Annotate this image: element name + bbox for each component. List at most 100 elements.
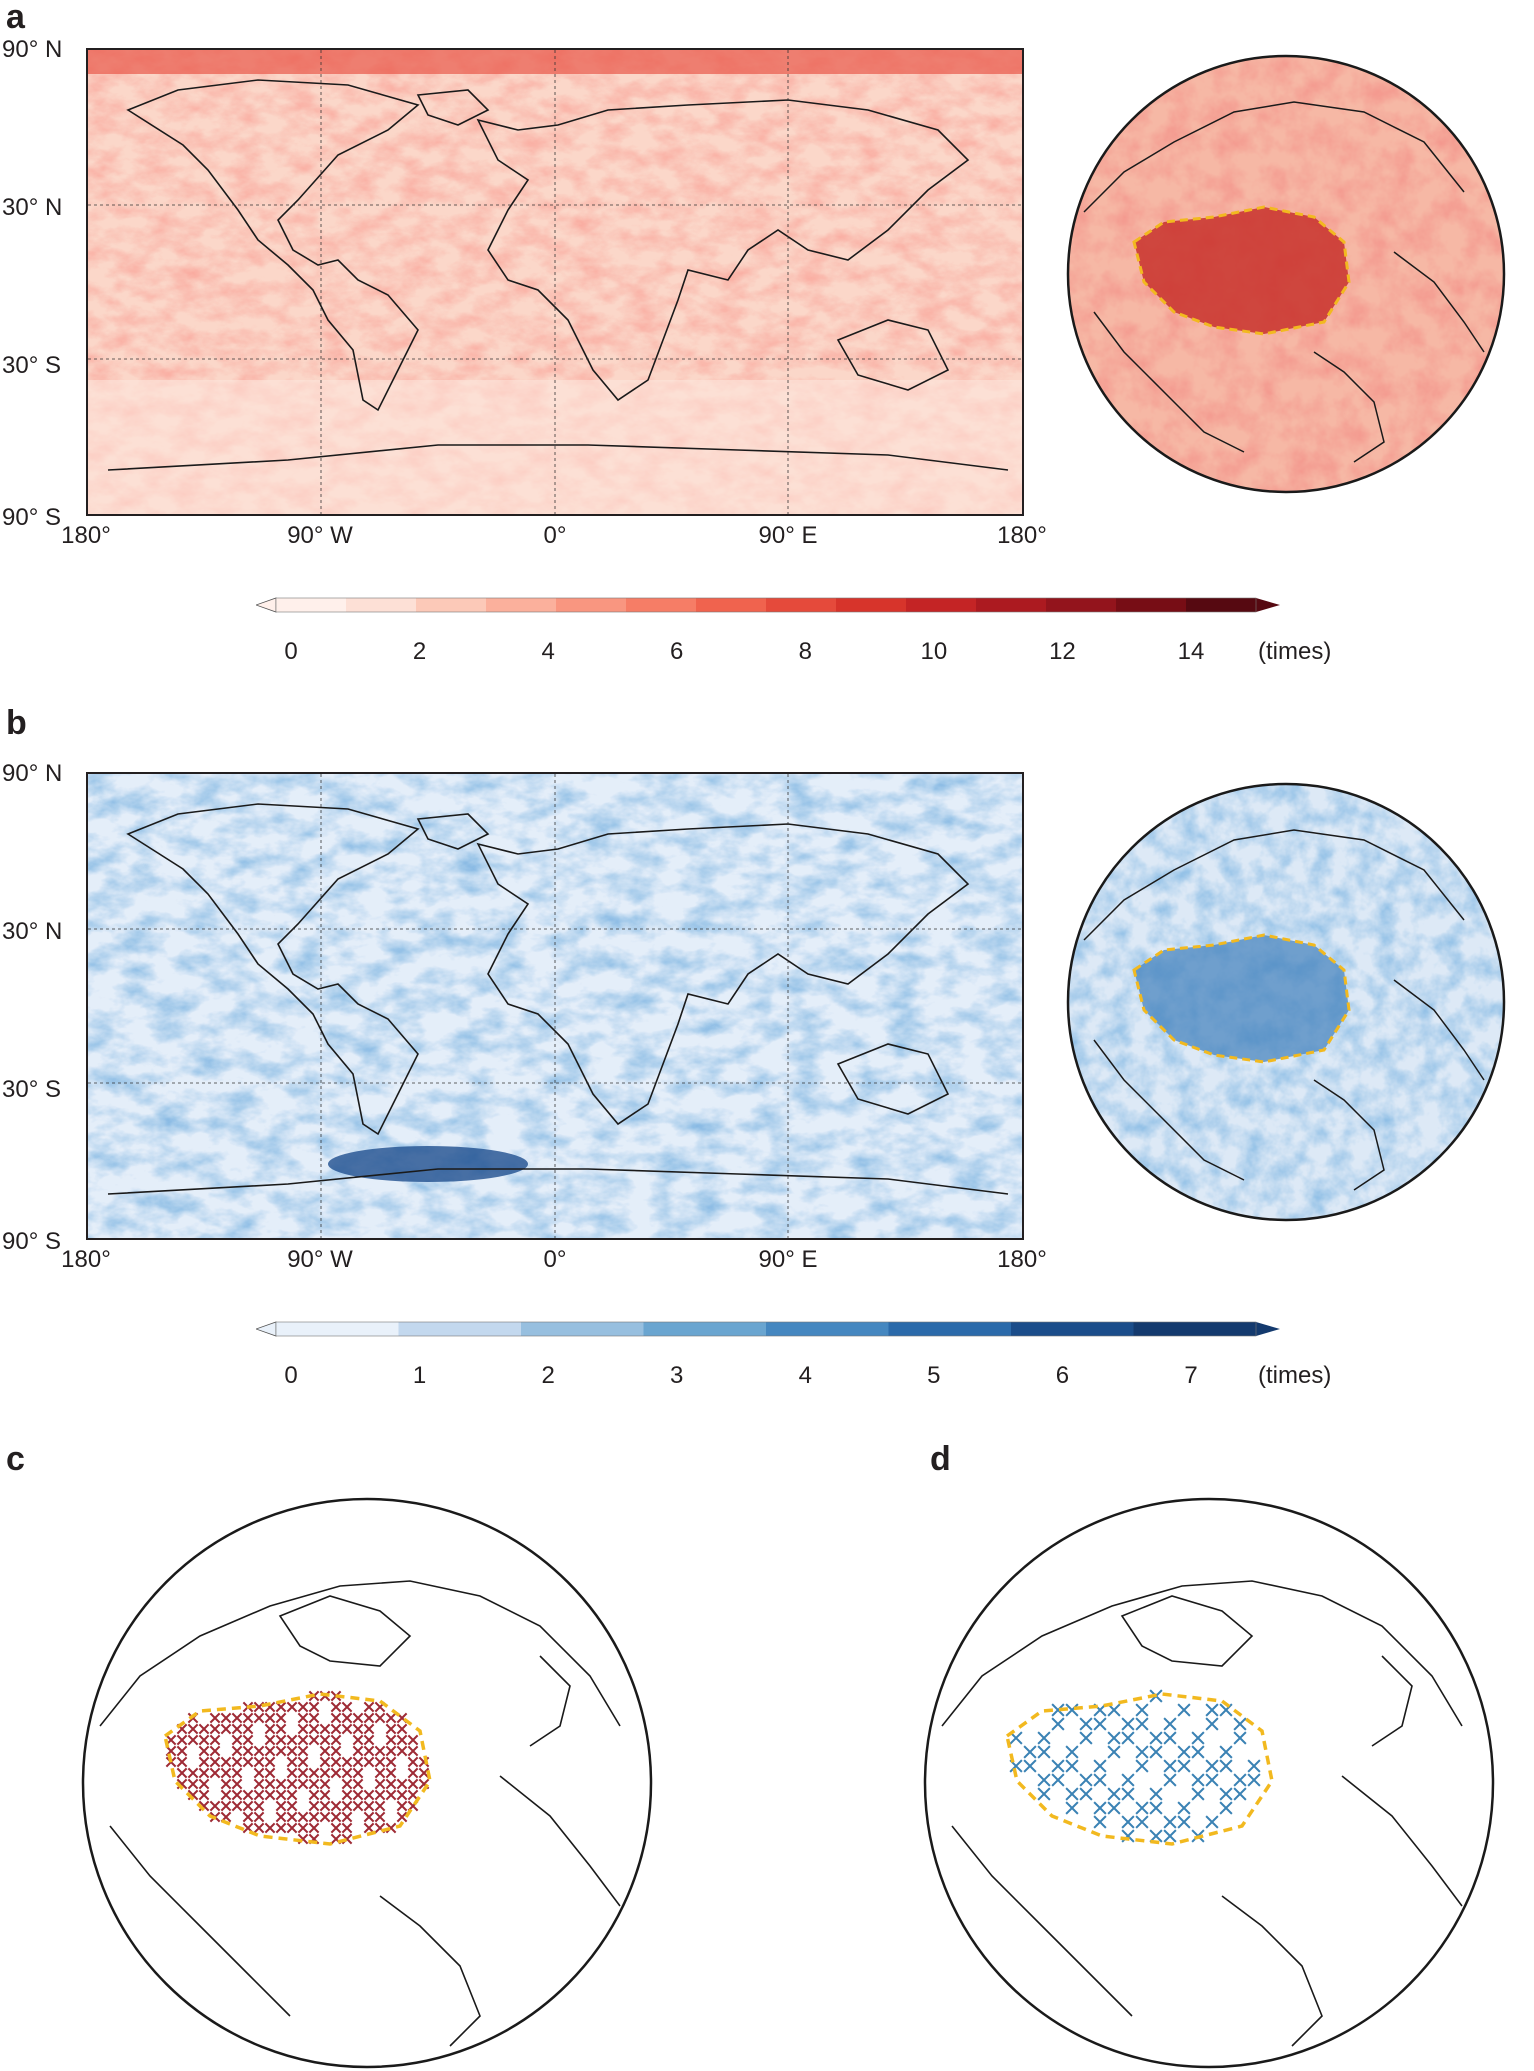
- panel-b-colorbar-bin: [276, 1322, 399, 1336]
- panel-c-significance-cross: [363, 1723, 375, 1735]
- panel-c-significance-cross: [341, 1811, 353, 1823]
- panel-b-coastlines: [107, 803, 1009, 1195]
- panel-c-significance-cross: [352, 1712, 364, 1724]
- panel-d-significance-cross: [1191, 1731, 1205, 1745]
- panel-c-significance-cross: [385, 1756, 397, 1768]
- panel-c-significance-cross: [363, 1822, 375, 1834]
- panel-d-significance-cross: [1149, 1731, 1163, 1745]
- panel-c-significance-cross: [407, 1789, 419, 1801]
- panel-d-significance-cross: [1079, 1787, 1093, 1801]
- panel-d-significance-cross: [1177, 1801, 1191, 1815]
- panel-d-significance-cross: [1191, 1787, 1205, 1801]
- panel-c-significance-cross: [308, 1701, 320, 1713]
- panel-c-significance-cross: [264, 1778, 276, 1790]
- panel-c-significance-cross: [275, 1778, 287, 1790]
- panel-c-significance-cross: [330, 1734, 342, 1746]
- panel-c-significance-cross: [209, 1745, 221, 1757]
- panel-d-significance-cross: [1163, 1829, 1177, 1843]
- panel-a-lon-0: 0°: [543, 522, 567, 549]
- panel-c-significance-cross: [385, 1712, 397, 1724]
- panel-c-significance-cross: [198, 1789, 210, 1801]
- panel-c-significance-cross: [396, 1811, 408, 1823]
- panel-d-significance-cross: [1219, 1745, 1233, 1759]
- panel-c-significance-cross: [407, 1756, 419, 1768]
- panel-d-significance-cross: [1163, 1773, 1177, 1787]
- panel-a-colorbar-bin: [836, 598, 907, 612]
- panel-a-colorbar-extend-min: [256, 597, 277, 613]
- panel-c-significance-cross: [264, 1789, 276, 1801]
- panel-c-significance-cross: [363, 1734, 375, 1746]
- panel-c-significance-cross: [308, 1822, 320, 1834]
- panel-c-significance-cross: [286, 1800, 298, 1812]
- panel-d-significance-cross: [1149, 1801, 1163, 1815]
- panel-c-significance-cross: [319, 1723, 331, 1735]
- panel-d-significance-cross: [1163, 1731, 1177, 1745]
- panel-d-significance-cross: [1163, 1717, 1177, 1731]
- panel-c-significance-cross: [286, 1701, 298, 1713]
- panel-a-colorbar-bin: [416, 598, 487, 612]
- panel-c-significance-cross: [407, 1778, 419, 1790]
- panel-c-significance-cross: [319, 1811, 331, 1823]
- panel-a-lat-90s: 90° S: [2, 504, 61, 531]
- panel-d-significance-cross: [1107, 1787, 1121, 1801]
- panel-b-colorbar-bin: [398, 1322, 522, 1336]
- panel-d-significance-cross: [1065, 1745, 1079, 1759]
- panel-c-significance-cross: [286, 1811, 298, 1823]
- panel-c-significance-cross: [363, 1789, 375, 1801]
- panel-c-significance-cross: [297, 1767, 309, 1779]
- panel-c-significance-cross: [275, 1789, 287, 1801]
- panel-a-colorbar-unit: (times): [1258, 638, 1332, 665]
- panel-d-letter: d: [930, 1440, 951, 1478]
- panel-a-colorbar-bin: [626, 598, 697, 612]
- panel-c-significance-cross: [330, 1745, 342, 1757]
- panel-c-significance-cross: [374, 1778, 386, 1790]
- panel-c-significance-cross: [363, 1756, 375, 1768]
- panel-d-significance-cross: [1219, 1801, 1233, 1815]
- panel-c-significance-cross: [352, 1756, 364, 1768]
- panel-c-significance-cross: [363, 1701, 375, 1713]
- panel-d-significance-cross: [1079, 1717, 1093, 1731]
- panel-c-significance-cross: [385, 1723, 397, 1735]
- panel-d-significance-cross: [1247, 1773, 1261, 1787]
- panel-d-significance-cross: [1121, 1815, 1135, 1829]
- panel-c-significance-cross: [319, 1734, 331, 1746]
- panel-c-significance-cross: [209, 1767, 221, 1779]
- panel-c-significance-cross: [209, 1756, 221, 1768]
- panel-c-significance-cross: [286, 1756, 298, 1768]
- panel-b-colorbar-bin: [643, 1322, 767, 1336]
- panel-c-significance-cross: [198, 1767, 210, 1779]
- panel-d-significance-cross: [1163, 1815, 1177, 1829]
- panel-c-significance-cross: [220, 1778, 232, 1790]
- panel-d-significance-cross: [1177, 1759, 1191, 1773]
- panel-c-significance-cross: [297, 1778, 309, 1790]
- panel-a-colorbar: [256, 597, 1280, 613]
- panel-c-significance-cross: [253, 1712, 265, 1724]
- panel-c-significance-cross: [253, 1745, 265, 1757]
- panel-d-significance-cross: [1065, 1759, 1079, 1773]
- panel-d-tp-outline: [1005, 1692, 1274, 1846]
- panel-c-significance-cross: [242, 1811, 254, 1823]
- panel-c-significance-cross: [242, 1712, 254, 1724]
- panel-d-significance-cross: [1233, 1787, 1247, 1801]
- panel-d-significance-cross: [1037, 1745, 1051, 1759]
- panel-c-significance-cross: [209, 1712, 221, 1724]
- panel-c-significance-cross: [253, 1767, 265, 1779]
- panel-d-significance-cross: [1079, 1731, 1093, 1745]
- panel-b-colorbar-bin: [766, 1322, 889, 1336]
- panel-c-significance-cross: [176, 1756, 188, 1768]
- panel-c-significance-cross: [341, 1767, 353, 1779]
- panel-c-significance-cross: [264, 1822, 276, 1834]
- panel-c-significance-cross: [198, 1723, 210, 1735]
- panel-c-significance-cross: [286, 1767, 298, 1779]
- panel-c-significance-cross: [242, 1745, 254, 1757]
- panel-d-significance-cross: [1163, 1759, 1177, 1773]
- panel-b-lat-90s: 90° S: [2, 1228, 61, 1255]
- panel-c-significance-cross: [374, 1756, 386, 1768]
- panel-d-significance-cross: [1051, 1773, 1065, 1787]
- panel-b-colorbar-bin: [1011, 1322, 1134, 1336]
- panel-c-significance-cross: [352, 1723, 364, 1735]
- panel-c-significance-cross: [385, 1745, 397, 1757]
- panel-c-significance-cross: [341, 1822, 353, 1834]
- panel-d-significance-cross: [1177, 1815, 1191, 1829]
- panel-c-significance-cross: [187, 1778, 199, 1790]
